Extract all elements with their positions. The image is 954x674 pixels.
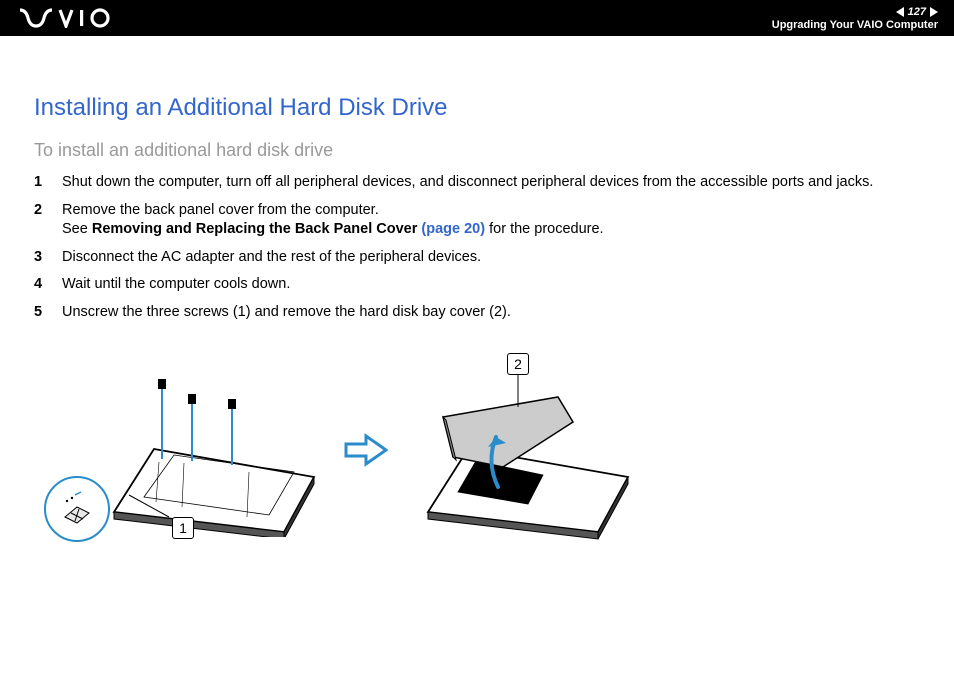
section-name: Upgrading Your VAIO Computer — [772, 19, 938, 31]
step-text: Remove the back panel cover from the com… — [62, 201, 920, 240]
page-number: 127 — [908, 6, 926, 18]
header-right: 127 Upgrading Your VAIO Computer — [772, 0, 938, 36]
step-text: Unscrew the three screws (1) and remove … — [62, 303, 920, 323]
step-number: 4 — [34, 275, 62, 295]
vaio-logo — [18, 8, 114, 28]
step-item: 3 Disconnect the AC adapter and the rest… — [34, 248, 920, 268]
step-number: 3 — [34, 248, 62, 268]
callout-1: 1 — [172, 517, 194, 539]
step-text: Shut down the computer, turn off all per… — [62, 173, 920, 193]
step-number: 1 — [34, 173, 62, 193]
diagram-right: 2 — [408, 357, 648, 547]
step-text: Wait until the computer cools down. — [62, 275, 920, 295]
arrow-icon — [344, 432, 388, 473]
header-bar: 127 Upgrading Your VAIO Computer — [0, 0, 954, 36]
step-number: 5 — [34, 303, 62, 323]
diagram-left: 1 — [84, 367, 324, 537]
step-item: 1 Shut down the computer, turn off all p… — [34, 173, 920, 193]
detail-circle — [44, 476, 110, 542]
step-number: 2 — [34, 201, 62, 240]
step-item: 5 Unscrew the three screws (1) and remov… — [34, 303, 920, 323]
step-text: Disconnect the AC adapter and the rest o… — [62, 248, 920, 268]
page-content: Installing an Additional Hard Disk Drive… — [0, 36, 954, 562]
steps-list: 1 Shut down the computer, turn off all p… — [34, 173, 920, 322]
page-title: Installing an Additional Hard Disk Drive — [34, 94, 920, 122]
step-item: 2 Remove the back panel cover from the c… — [34, 201, 920, 240]
page-subtitle: To install an additional hard disk drive — [34, 140, 920, 161]
callout-2: 2 — [507, 353, 529, 375]
page-link[interactable]: (page 20) — [421, 221, 485, 237]
diagram-area: 1 — [34, 342, 920, 562]
bold-ref: Removing and Replacing the Back Panel Co… — [92, 221, 422, 237]
nav-prev-icon[interactable] — [896, 7, 904, 17]
page-nav: 127 — [896, 6, 938, 18]
nav-next-icon[interactable] — [930, 7, 938, 17]
step-item: 4 Wait until the computer cools down. — [34, 275, 920, 295]
